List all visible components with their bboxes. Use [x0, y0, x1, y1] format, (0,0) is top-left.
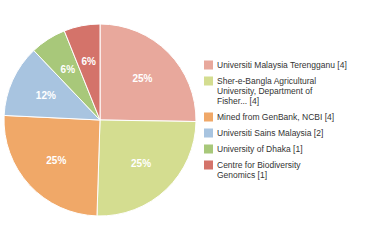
legend-label: Centre for BiodiversityGenomics [1] [217, 160, 301, 180]
legend-swatch [204, 77, 213, 86]
data-label: 6% [82, 56, 97, 67]
data-label: 6% [61, 64, 76, 75]
legend-label-line: Centre for Biodiversity [217, 160, 301, 170]
legend-label-line: Universiti Sains Malaysia [2] [217, 128, 323, 138]
legend-swatch [204, 61, 213, 70]
legend-swatch [204, 161, 213, 170]
data-label: 25% [46, 155, 66, 166]
legend-label-line: Genomics [1] [217, 170, 267, 180]
legend-swatch [204, 113, 213, 122]
legend-label-line: Sher-e-Bangla Agricultural [217, 76, 316, 86]
legend-label-line: University, Department of [217, 86, 313, 96]
chart: 25% 25% 25% 12% 6% 6% Universiti Malaysia Tere… [0, 0, 380, 240]
pie-slice [4, 115, 100, 216]
data-label: 25% [132, 73, 152, 84]
legend-label: Universiti Malaysia Terengganu [4] [217, 60, 347, 70]
data-label: 25% [131, 158, 151, 169]
pie-slice [100, 24, 196, 122]
legend-label: University of Dhaka [1] [217, 144, 303, 154]
legend-swatch [204, 129, 213, 138]
legend-label-line: Universiti Malaysia Terengganu [4] [217, 60, 347, 70]
legend-label: Sher-e-Bangla AgriculturalUniversity, De… [217, 76, 316, 106]
legend-swatch [204, 145, 213, 154]
data-label: 12% [36, 90, 56, 101]
legend-label: Universiti Sains Malaysia [2] [217, 128, 323, 138]
legend-label-line: University of Dhaka [1] [217, 144, 303, 154]
pie [4, 24, 196, 216]
data-labels: 25% 25% 25% 12% 6% 6% [36, 56, 153, 169]
legend: Universiti Malaysia Terengganu [4] Sher-e… [204, 60, 347, 180]
pie-slice [97, 120, 196, 216]
legend-label: Mined from GenBank, NCBI [4] [217, 112, 334, 122]
legend-label-line: Mined from GenBank, NCBI [4] [217, 112, 334, 122]
legend-label-line: Fisher... [4] [217, 96, 259, 106]
